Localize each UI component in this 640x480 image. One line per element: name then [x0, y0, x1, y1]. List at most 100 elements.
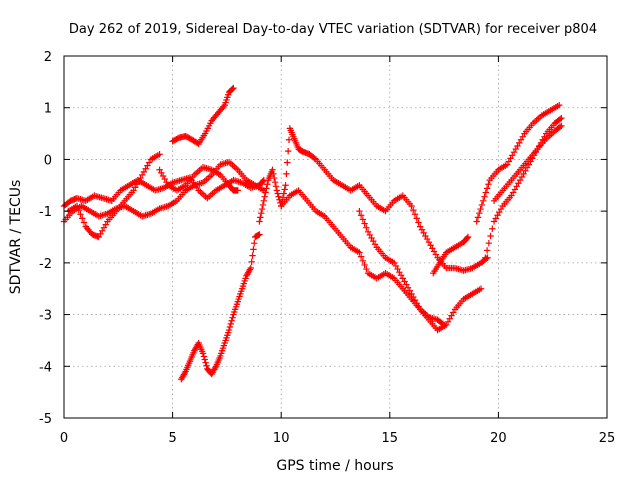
data-point	[483, 247, 491, 254]
data-point	[359, 257, 367, 264]
data-point	[479, 197, 487, 204]
data-point	[487, 232, 494, 240]
data-point	[258, 210, 265, 217]
data-point	[256, 218, 263, 225]
data-point	[80, 219, 88, 226]
data-point	[77, 211, 84, 218]
data-point	[483, 185, 491, 192]
grid	[64, 56, 607, 418]
y-tick-label: -3	[39, 309, 52, 324]
data-point	[226, 323, 234, 331]
axis-ticks: 0 5 10 15 20 25 -5 -4 -3 -2 -1 0 1 2	[39, 50, 615, 446]
data-point	[247, 264, 254, 272]
data-point	[473, 218, 480, 225]
y-tick-label: -2	[39, 257, 52, 272]
data-point	[363, 224, 370, 231]
y-tick-label: 1	[44, 102, 52, 117]
data-point	[410, 206, 417, 214]
data-point	[363, 265, 370, 273]
data-point	[359, 216, 367, 223]
data-point	[474, 214, 482, 221]
data-point	[482, 189, 490, 196]
data-point	[249, 252, 256, 259]
data-point	[156, 151, 163, 158]
data-point	[558, 122, 565, 130]
data-point	[415, 219, 422, 226]
data-point	[558, 114, 565, 122]
data-point	[227, 320, 235, 328]
data-point	[281, 186, 288, 193]
data-points	[60, 84, 565, 383]
data-point	[489, 225, 496, 232]
data-point	[478, 201, 486, 209]
data-point	[275, 193, 282, 200]
data-point	[229, 314, 236, 321]
data-point	[272, 183, 280, 190]
data-point	[257, 214, 264, 221]
data-point	[262, 189, 269, 196]
data-point	[273, 187, 281, 194]
data-point	[228, 317, 235, 324]
data-point	[361, 261, 368, 269]
y-axis-label: SDTVAR / TECUs	[8, 180, 24, 295]
data-point	[270, 170, 277, 178]
data-point	[201, 356, 208, 363]
data-point	[280, 190, 288, 197]
data-point	[411, 211, 419, 218]
y-tick-label: 2	[44, 50, 52, 65]
data-point	[79, 215, 86, 222]
data-point	[200, 353, 208, 360]
data-point	[203, 362, 210, 369]
x-tick-label: 5	[168, 431, 176, 446]
chart-title: Day 262 of 2019, Sidereal Day-to-day VTE…	[69, 22, 597, 37]
data-point	[283, 170, 290, 178]
x-tick-label: 0	[60, 431, 68, 446]
x-axis-label: GPS time / hours	[276, 458, 393, 474]
data-point	[464, 233, 472, 241]
data-point	[477, 285, 485, 292]
data-point	[258, 205, 266, 213]
x-tick-label: 10	[273, 431, 290, 446]
data-point	[284, 159, 291, 166]
data-point	[202, 359, 209, 366]
data-point	[271, 174, 278, 182]
x-tick-label: 15	[382, 431, 399, 446]
data-point	[261, 193, 268, 200]
data-point	[357, 212, 365, 219]
data-point	[225, 326, 233, 334]
data-point	[476, 210, 483, 217]
data-point	[260, 197, 268, 204]
data-point	[269, 166, 276, 173]
y-tick-label: -1	[39, 205, 52, 220]
data-point	[483, 255, 490, 262]
data-point	[556, 101, 563, 109]
data-point	[271, 178, 279, 186]
data-point	[556, 123, 564, 131]
data-point	[230, 84, 237, 92]
data-point	[477, 205, 484, 213]
x-tick-label: 20	[490, 431, 507, 446]
data-point	[408, 202, 415, 210]
data-point	[356, 249, 363, 256]
data-point	[282, 182, 289, 189]
data-point	[356, 207, 363, 215]
x-tick-label: 25	[599, 431, 616, 446]
data-point	[248, 258, 255, 266]
data-point	[251, 240, 258, 247]
data-point	[485, 181, 492, 188]
data-point	[256, 231, 263, 238]
data-point	[361, 220, 368, 227]
data-point	[229, 85, 236, 93]
y-tick-label: -4	[39, 360, 52, 375]
data-point	[311, 155, 318, 162]
data-point	[259, 177, 267, 185]
data-point	[234, 187, 241, 194]
data-point	[75, 206, 82, 214]
data-point	[413, 215, 420, 222]
plot-frame	[63, 55, 608, 419]
data-point	[357, 253, 365, 260]
y-tick-label: -5	[39, 412, 52, 427]
data-point	[482, 254, 489, 261]
data-point	[263, 185, 270, 192]
